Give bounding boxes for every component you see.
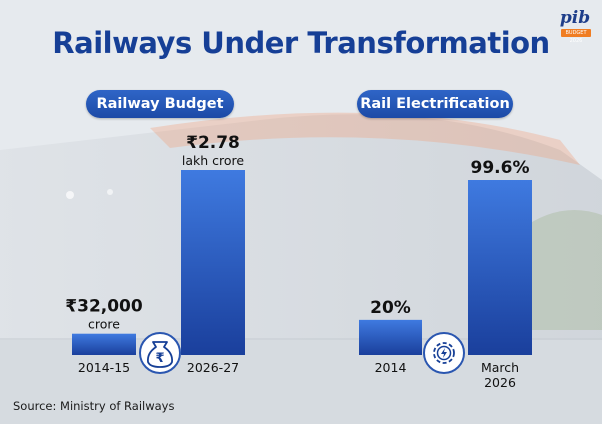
source-note: Source: Ministry of Railways [13,399,175,413]
value-label: ₹2.78 [186,133,240,153]
value-label: 99.6% [471,158,530,178]
electric-gear-icon [423,332,465,374]
svg-text:₹: ₹ [155,351,164,366]
bar-electrification-0 [359,319,422,355]
value-unit-label: crore [88,317,120,332]
category-label: 2026 [484,375,516,390]
bar-electrification-1 [468,180,532,355]
pib-logo: pib BUDGET 2026 [553,4,597,44]
category-label: 2014 [375,360,407,375]
logo-text: pib [559,8,591,28]
page-title: Railways Under Transformation [52,26,550,60]
electrification-chart-title: Rail Electrification [357,90,513,118]
rupee-bag-icon: ₹ [139,332,181,374]
bar-budget-0 [72,333,136,355]
value-label: ₹32,000 [65,297,143,317]
category-label: March [481,360,519,375]
value-unit-label: lakh crore [182,153,245,168]
budget-chart-title: Railway Budget [86,90,234,118]
bar-budget-1 [181,170,245,355]
logo-tag: BUDGET 2026 [561,29,591,44]
category-label: 2026-27 [187,360,239,375]
value-label: 20% [370,298,411,318]
category-label: 2014-15 [78,360,130,375]
